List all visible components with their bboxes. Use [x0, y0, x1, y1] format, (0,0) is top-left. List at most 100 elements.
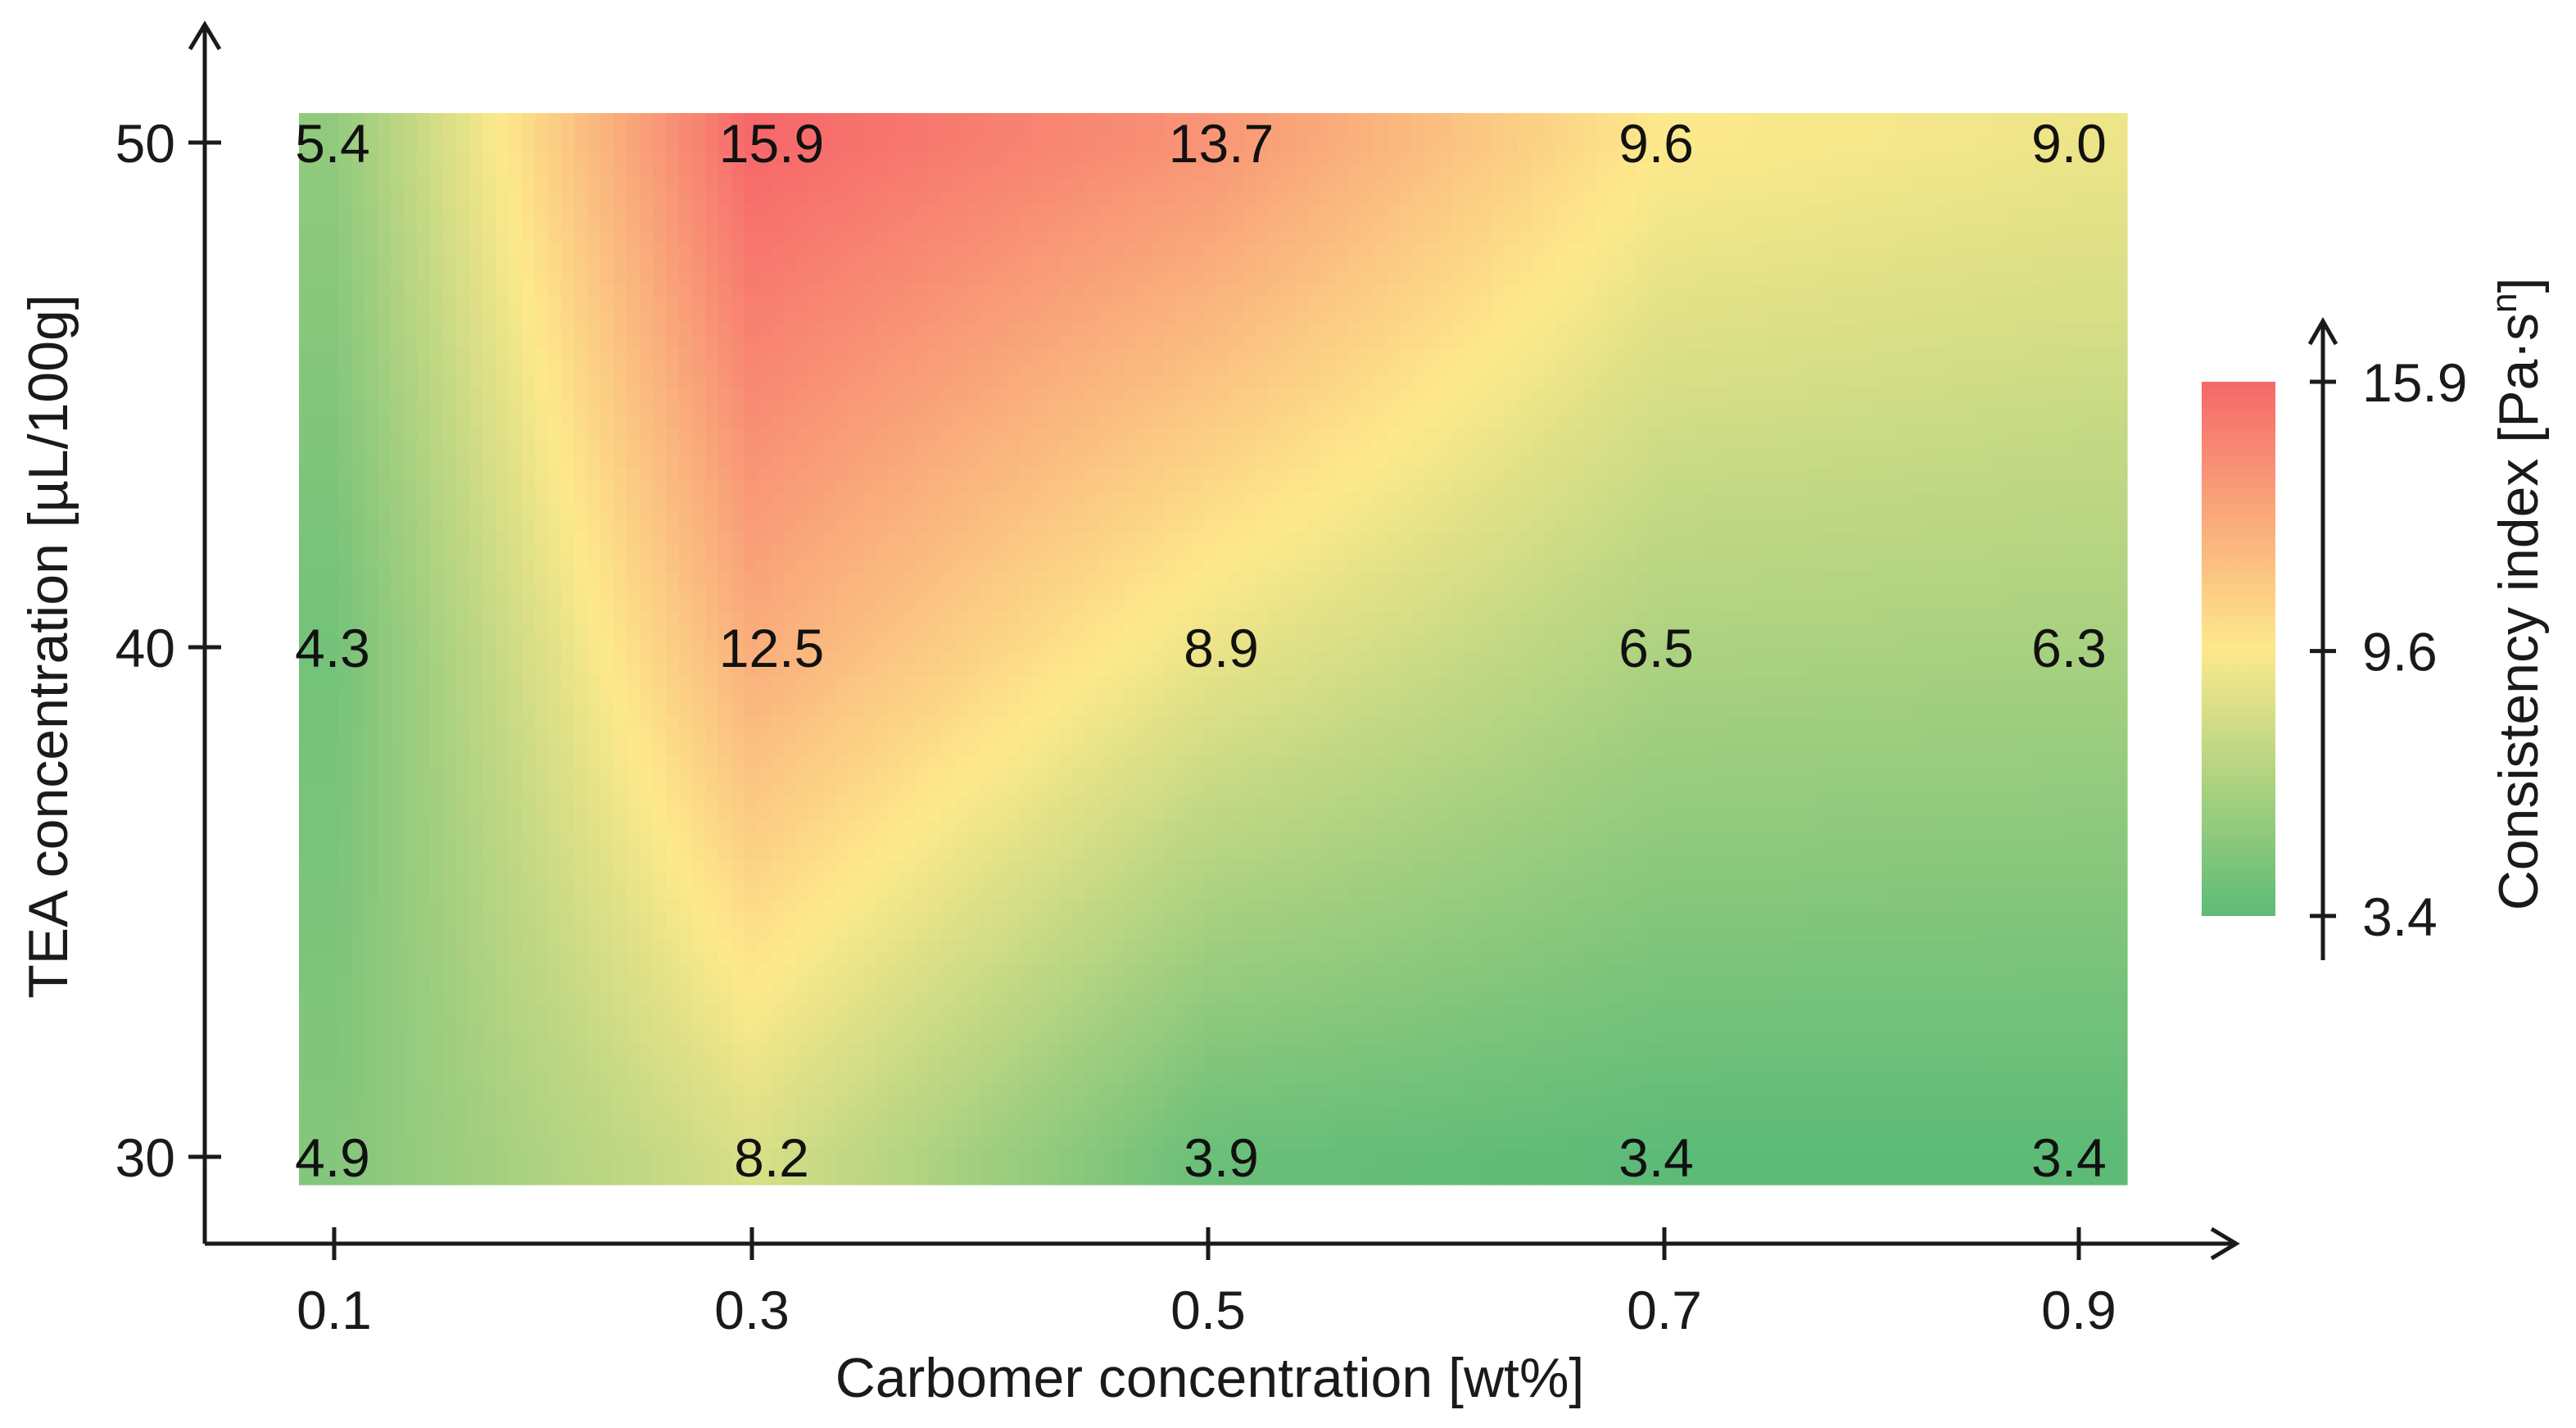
heatmap-pixel [1872, 519, 1886, 533]
heatmap-pixel [731, 113, 745, 127]
heatmap-pixel [509, 165, 523, 179]
heatmap-pixel [482, 454, 496, 468]
heatmap-pixel [1033, 546, 1047, 560]
heatmap-pixel [810, 519, 824, 533]
heatmap-pixel [1321, 205, 1335, 219]
heatmap-pixel [627, 270, 641, 284]
heatmap-pixel [1990, 179, 2003, 193]
heatmap-pixel [1229, 205, 1243, 219]
heatmap-pixel [2003, 323, 2017, 337]
heatmap-pixel [1492, 428, 1505, 442]
heatmap-pixel [994, 323, 1007, 337]
heatmap-pixel [496, 336, 509, 350]
heatmap-pixel [1609, 283, 1623, 297]
heatmap-pixel [469, 113, 483, 127]
heatmap-pixel [417, 375, 431, 389]
heatmap-pixel [1518, 480, 1532, 494]
heatmap-pixel [1505, 349, 1519, 363]
heatmap-pixel [1911, 257, 1925, 271]
heatmap-pixel [1347, 493, 1361, 507]
heatmap-pixel [862, 192, 876, 206]
heatmap-pixel [1609, 454, 1623, 468]
heatmap-pixel [705, 454, 719, 468]
heatmap-pixel [2016, 519, 2030, 533]
heatmap-pixel [1518, 165, 1532, 179]
heatmap-pixel [1701, 323, 1715, 337]
heatmap-pixel [1216, 467, 1230, 481]
heatmap-pixel [666, 231, 680, 245]
heatmap-pixel [1125, 428, 1139, 442]
heatmap-pixel [1138, 559, 1152, 573]
heatmap-pixel [876, 441, 890, 455]
heatmap-pixel [679, 218, 693, 232]
heatmap-pixel [2094, 428, 2108, 442]
heatmap-pixel [771, 336, 785, 350]
heatmap-pixel [1609, 519, 1623, 533]
heatmap-pixel [1413, 283, 1427, 297]
heatmap-pixel [1190, 388, 1204, 402]
heatmap-pixel [456, 152, 470, 166]
heatmap-pixel [469, 480, 483, 494]
heatmap-pixel [1609, 139, 1623, 153]
heatmap-pixel [1007, 559, 1021, 573]
heatmap-pixel [2121, 519, 2128, 533]
heatmap-pixel [1649, 126, 1663, 140]
heatmap-pixel [299, 428, 313, 442]
heatmap-pixel [1832, 310, 1846, 324]
heatmap-pixel [391, 401, 405, 415]
heatmap-pixel [312, 179, 326, 193]
heatmap-pixel [482, 336, 496, 350]
heatmap-pixel [456, 179, 470, 193]
heatmap-pixel [1492, 467, 1505, 481]
heatmap-pixel [1413, 349, 1427, 363]
heatmap-pixel [1688, 375, 1702, 389]
heatmap-pixel [1321, 559, 1335, 573]
heatmap-pixel [1072, 152, 1086, 166]
heatmap-pixel [954, 401, 968, 415]
heatmap-pixel [836, 297, 850, 311]
heatmap-pixel [1387, 362, 1401, 376]
heatmap-pixel [351, 165, 365, 179]
heatmap-pixel [561, 244, 575, 258]
heatmap-pixel [351, 546, 365, 560]
heatmap-pixel [1465, 572, 1479, 586]
heatmap-pixel [574, 401, 588, 415]
heatmap-pixel [771, 506, 785, 520]
heatmap-pixel [1308, 572, 1322, 586]
heatmap-pixel [1596, 126, 1610, 140]
heatmap-pixel [404, 152, 418, 166]
heatmap-pixel [1138, 519, 1152, 533]
heatmap-pixel [1845, 388, 1859, 402]
heatmap-pixel [758, 139, 772, 153]
heatmap-pixel [679, 441, 693, 455]
heatmap-pixel [731, 165, 745, 179]
heatmap-pixel [299, 218, 313, 232]
heatmap-pixel [1164, 218, 1178, 232]
heatmap-pixel [417, 139, 431, 153]
heatmap-pixel [692, 297, 706, 311]
heatmap-pixel [1164, 244, 1178, 258]
heatmap-pixel [2121, 415, 2128, 428]
heatmap-pixel [587, 139, 601, 153]
heatmap-pixel [954, 441, 968, 455]
heatmap-pixel [640, 467, 654, 481]
heatmap-pixel [718, 480, 732, 494]
heatmap-pixel [482, 192, 496, 206]
heatmap-pixel [810, 467, 824, 481]
heatmap-pixel [548, 113, 562, 127]
heatmap-pixel [1308, 493, 1322, 507]
heatmap-pixel [2029, 362, 2043, 376]
heatmap-pixel [1387, 283, 1401, 297]
heatmap-pixel [509, 126, 523, 140]
heatmap-pixel [1347, 257, 1361, 271]
heatmap-pixel [1688, 179, 1702, 193]
heatmap-pixel [823, 297, 837, 311]
heatmap-pixel [1911, 519, 1925, 533]
heatmap-pixel [862, 559, 876, 573]
heatmap-pixel [1426, 218, 1440, 232]
heatmap-pixel [1164, 257, 1178, 271]
heatmap-pixel [312, 113, 326, 127]
heatmap-pixel [915, 415, 929, 428]
heatmap-pixel [1924, 428, 1938, 442]
heatmap-pixel [1007, 388, 1021, 402]
